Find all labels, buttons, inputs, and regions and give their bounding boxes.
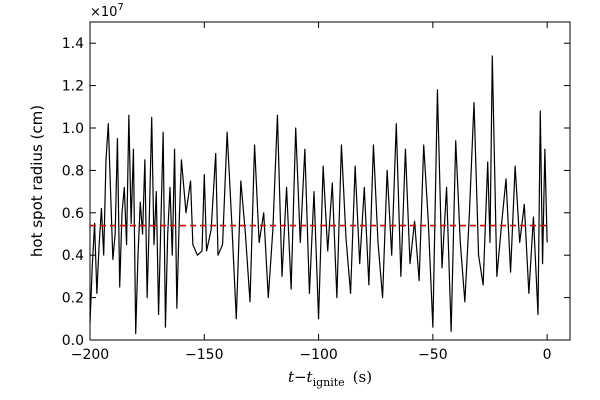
x-tick-label: −150 — [185, 347, 223, 363]
y-axis-label: hot spot radius (cm) — [28, 105, 46, 257]
y-axis-multiplier: ×107 — [90, 2, 124, 20]
x-tick-label: −200 — [71, 347, 109, 363]
y-tick-label: 1.0 — [62, 121, 84, 137]
y-tick-label: 0.4 — [62, 248, 84, 264]
y-tick-label: 0.8 — [62, 163, 84, 179]
x-axis-label: t−tignite (s) — [288, 368, 372, 389]
y-tick-label: 0.0 — [62, 333, 84, 349]
x-axis-label-units: (s) — [353, 368, 372, 386]
y-tick-label: 0.2 — [62, 291, 84, 307]
x-tick-label: −100 — [299, 347, 337, 363]
y-axis-multiplier-base: ×10 — [90, 5, 117, 20]
x-axis-label-main: t−t — [288, 368, 314, 386]
y-tick-label: 1.2 — [62, 79, 84, 95]
axis-ticks: −200 −150 −100 −50 0 0.0 0.2 0.4 0.6 0.8 1.0 1.2 1.4 — [62, 22, 570, 363]
x-tick-label: 0 — [543, 347, 552, 363]
y-tick-label: 1.4 — [62, 36, 84, 52]
plot-area — [89, 55, 548, 335]
radius-series-line — [89, 55, 548, 335]
y-tick-label: 0.6 — [62, 206, 84, 222]
x-tick-label: −50 — [418, 347, 448, 363]
y-axis-multiplier-exponent: 7 — [117, 2, 123, 13]
x-axis-label-subscript: ignite — [313, 376, 345, 389]
plot-frame — [89, 21, 571, 341]
